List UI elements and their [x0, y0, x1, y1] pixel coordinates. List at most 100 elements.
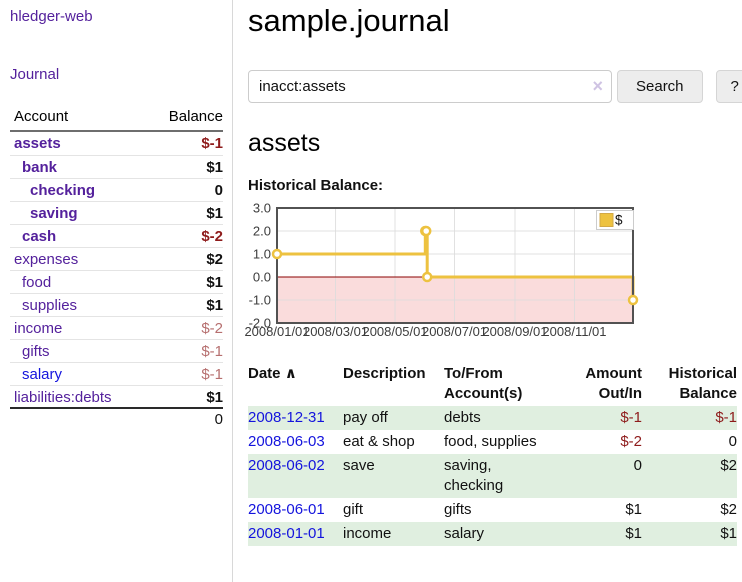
account-row: checking 0 [10, 178, 223, 201]
account-link-cash[interactable]: cash [22, 227, 57, 245]
register-table: Date ∧ Description To/From Account(s) Am… [248, 362, 737, 546]
transaction-date-cell[interactable]: 2008-06-03 [248, 430, 343, 454]
balance-chart-svg[interactable]: $3.0 2.0 1.0 0.0 -1.0 -2.02008/01/012008/03/0… [240, 203, 640, 345]
account-row: assets $-1 [10, 132, 223, 155]
transaction-row[interactable]: 2008-06-02 save saving, checking 0 $2 [248, 454, 737, 498]
transaction-amount-cell: 0 [554, 454, 642, 498]
transaction-description-cell: income [343, 522, 444, 546]
account-balance: $-1 [201, 342, 223, 360]
sort-asc-icon: ∧ [284, 365, 297, 382]
x-tick-label: 2008/03/01 [303, 324, 368, 339]
account-row: supplies $1 [10, 293, 223, 316]
account-link-expenses[interactable]: expenses [14, 250, 79, 268]
transaction-date-cell[interactable]: 2008-06-01 [248, 498, 343, 522]
search-button[interactable]: Search [617, 70, 703, 103]
y-tick-label: -2.0 [249, 316, 271, 331]
help-button[interactable]: ? [715, 70, 742, 103]
transaction-balance-cell: $2 [720, 501, 737, 518]
transaction-date-cell[interactable]: 2008-06-02 [248, 454, 343, 498]
account-link-assets[interactable]: assets [14, 135, 61, 152]
column-header-tofrom: To/From Account(s) [444, 365, 523, 402]
account-link-saving[interactable]: saving [30, 204, 78, 222]
transaction-accounts-cell: gifts [444, 501, 472, 518]
transaction-description-cell: save [343, 454, 444, 498]
transaction-row[interactable]: 2008-06-01 gift gifts $1 $2 [248, 498, 737, 522]
accounts-header-balance: Balance [168, 108, 223, 125]
x-tick-label: 2008/09/01 [482, 324, 547, 339]
account-link-food[interactable]: food [22, 273, 52, 291]
data-point [420, 225, 432, 237]
account-row: income $-2 [10, 316, 223, 339]
account-row: saving $1 [10, 201, 223, 224]
y-tick-label: -1.0 [249, 293, 271, 308]
account-balance: $1 [206, 296, 223, 314]
transaction-date-cell[interactable]: 2008-12-31 [248, 406, 343, 430]
account-balance: $1 [206, 273, 223, 291]
account-balance: 0 [214, 181, 223, 199]
account-link-gifts[interactable]: gifts [22, 342, 50, 360]
sidebar: hledger-web Journal Account Balance asse… [0, 0, 233, 582]
account-balance: $1 [206, 204, 223, 222]
account-link-income[interactable]: income [14, 319, 63, 337]
account-row: food $1 [10, 270, 223, 293]
register-rows: 2008-12-31 pay off debts $-1 $-1 2008-06-03 ea… [248, 406, 737, 546]
sidebar-item-journal[interactable]: Journal [10, 66, 60, 83]
app-title-link[interactable]: hledger-web [10, 8, 93, 25]
legend-swatch [599, 213, 614, 227]
account-row: liabilities:debts $1 [10, 385, 223, 408]
account-rows: assets $-1 bank $1 checking 0 saving $1 cash $-2 e… [10, 132, 223, 408]
account-link-salary[interactable]: salary [22, 365, 63, 383]
column-header-date[interactable]: Date ∧ [248, 365, 297, 382]
accounts-header-account: Account [14, 108, 69, 125]
clear-search-icon[interactable]: × [592, 76, 603, 96]
search-input-wrap: × [248, 70, 612, 103]
account-row: bank $1 [10, 155, 223, 178]
transaction-description-cell: pay off [343, 406, 444, 430]
transaction-amount-cell: $1 [554, 522, 642, 546]
transaction-amount-cell: $-1 [554, 406, 642, 430]
accounts-table-header: Account Balance [10, 105, 223, 132]
account-link-liabilities-debts[interactable]: liabilities:debts [14, 388, 112, 406]
account-balance: $-1 [201, 135, 223, 152]
transaction-date-link[interactable]: 2008-01-01 [248, 525, 325, 542]
transaction-date-link[interactable]: 2008-06-02 [248, 457, 325, 474]
column-header-description: Description [343, 365, 426, 382]
plot-border [276, 207, 634, 324]
transaction-accounts-cell: saving, checking [444, 454, 554, 498]
account-row: expenses $2 [10, 247, 223, 270]
x-tick-label: 2008/01/01 [244, 324, 309, 339]
register-header-row: Date ∧ Description To/From Account(s) Am… [248, 362, 737, 406]
account-balance: $2 [206, 250, 223, 268]
transaction-description-cell: gift [343, 501, 364, 518]
transaction-row[interactable]: 2008-01-01 income salary $1 $1 [248, 522, 737, 546]
account-link-bank[interactable]: bank [22, 158, 58, 176]
accounts-table: Account Balance assets $-1 bank $1 checking 0… [10, 105, 223, 430]
transaction-accounts-cell: debts [444, 406, 554, 430]
data-point [421, 271, 433, 283]
x-tick-label: 2008/05/01 [362, 324, 427, 339]
transaction-accounts-cell: salary [444, 522, 554, 546]
page-title: sample.journal [248, 3, 450, 38]
accounts-total-row: 0 [10, 407, 223, 430]
transaction-balance-cell: $2 [642, 454, 737, 498]
transaction-date-link[interactable]: 2008-12-31 [248, 409, 325, 426]
x-tick-label: 2008/07/01 [422, 324, 487, 339]
column-header-balance: Historical Balance [668, 365, 737, 402]
transaction-row[interactable]: 2008-06-03 eat & shop food, supplies $-2 0 [248, 430, 737, 454]
transaction-date-link[interactable]: 2008-06-03 [248, 433, 325, 450]
transaction-balance-cell: $-1 [642, 406, 737, 430]
transaction-date-link[interactable]: 2008-06-01 [248, 501, 325, 518]
account-balance: $-2 [201, 227, 223, 245]
transaction-balance-cell: 0 [728, 433, 737, 450]
account-link-supplies[interactable]: supplies [22, 296, 78, 314]
transaction-row[interactable]: 2008-12-31 pay off debts $-1 $-1 [248, 406, 737, 430]
account-balance: $-2 [201, 319, 223, 337]
search-form: × Search ? [248, 70, 742, 103]
search-input[interactable] [248, 70, 612, 103]
transaction-date-cell[interactable]: 2008-01-01 [248, 522, 343, 546]
data-point [627, 294, 639, 306]
account-balance: $-1 [201, 365, 223, 383]
account-link-checking[interactable]: checking [30, 181, 96, 199]
y-tick-label: 2.0 [253, 224, 271, 239]
